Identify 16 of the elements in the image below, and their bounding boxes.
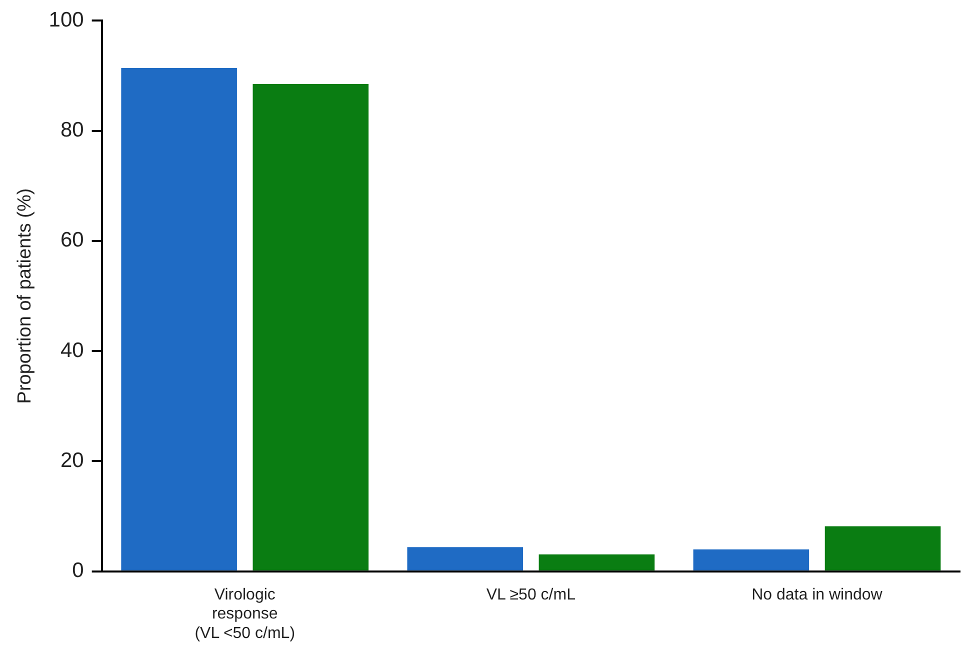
bar xyxy=(824,526,941,570)
y-tick-label: 40 xyxy=(60,338,84,362)
bar xyxy=(693,549,810,570)
bar xyxy=(252,84,369,570)
y-tick-label: 20 xyxy=(60,449,84,472)
x-tick-label: No data in window xyxy=(752,586,883,604)
y-axis-title: Proportion of patients (%) xyxy=(14,188,36,404)
x-tick-label: VL ≥50 c/mL xyxy=(486,586,576,604)
bar xyxy=(121,68,237,570)
x-tick-label: Virologic response (VL <50 c/mL) xyxy=(194,586,296,642)
y-tick-label: 0 xyxy=(72,559,84,582)
bar xyxy=(407,547,524,570)
y-tick-label: 100 xyxy=(48,8,84,32)
y-tick-label: 60 xyxy=(60,228,84,252)
y-tick-label: 80 xyxy=(60,118,84,142)
bar xyxy=(538,554,655,570)
